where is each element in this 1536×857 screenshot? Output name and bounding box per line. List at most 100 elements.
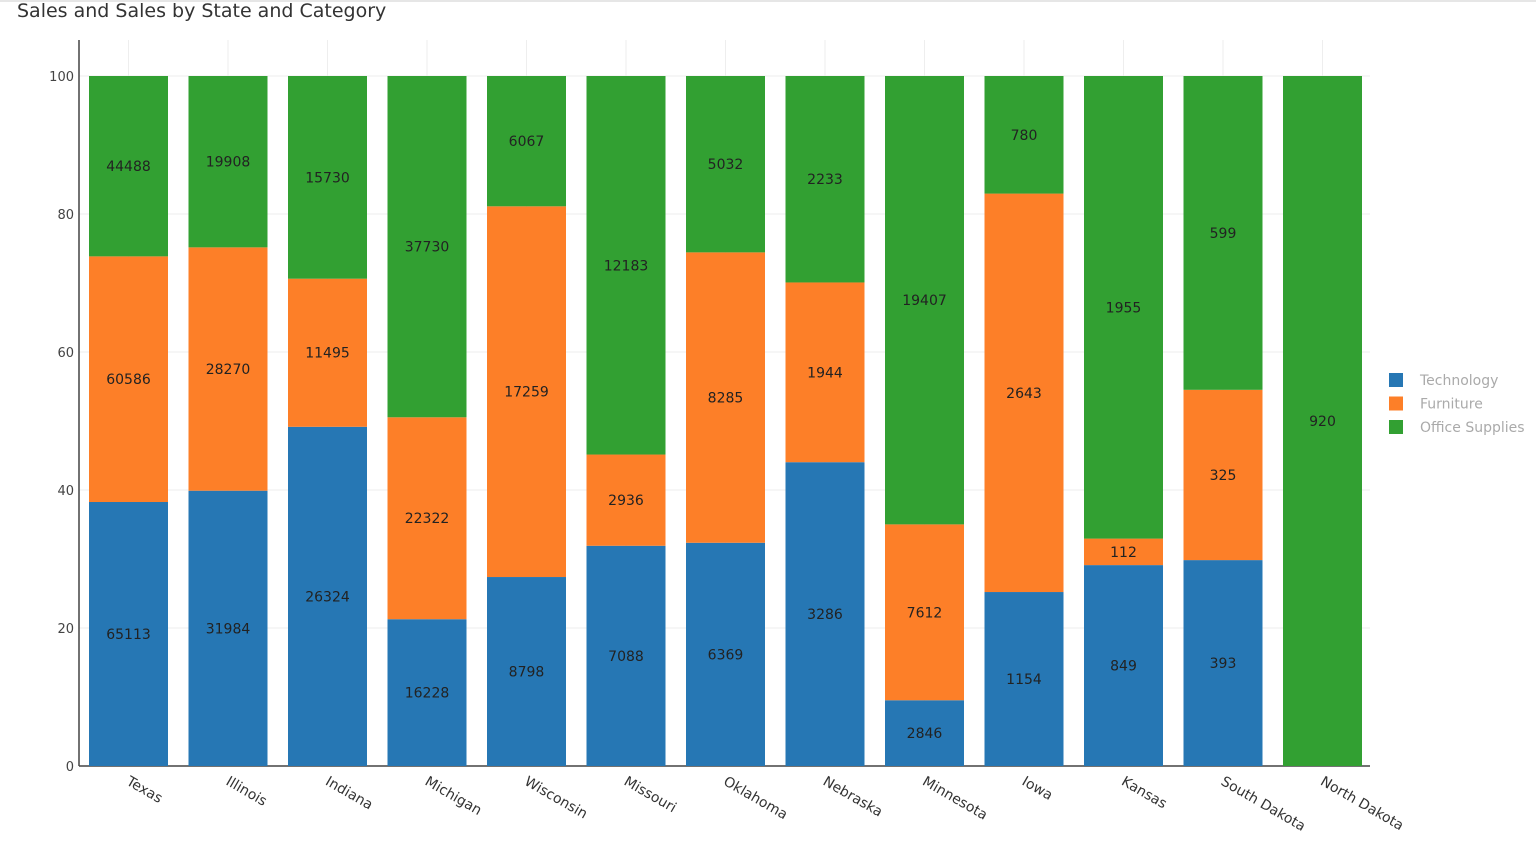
data-label: 112 [1110,545,1137,561]
y-tick-label: 60 [57,346,74,361]
x-tick-label: Minnesota [920,774,991,824]
legend-swatch [1389,396,1403,411]
x-tick-label: Oklahoma [721,774,791,823]
data-label: 15730 [305,170,350,186]
bar-office-supplies [1084,76,1163,539]
data-label: 11495 [305,346,350,362]
x-tick-label: Wisconsin [522,774,591,823]
x-tick-label: South Dakota [1218,774,1308,835]
bar-furniture [586,454,666,546]
bar-technology [984,592,1064,766]
bar-office-supplies [1183,76,1263,390]
data-label: 2643 [1006,386,1042,402]
data-label: 2936 [608,493,644,509]
y-tick-label: 100 [49,70,74,85]
bar-technology [686,542,765,766]
bar-technology [188,490,268,766]
data-label: 12183 [604,258,649,274]
bar-technology [885,700,964,766]
data-label: 1944 [807,365,843,381]
data-label: 849 [1110,659,1137,675]
y-tick-label: 0 [66,760,74,775]
chart-title: Sales and Sales by State and Category [17,0,387,22]
legend-label: Furniture [1420,397,1483,413]
data-label: 26324 [305,589,350,605]
data-label: 780 [1011,128,1038,144]
data-label: 16228 [405,686,450,702]
data-label: 31984 [206,621,251,637]
bar-office-supplies [984,76,1064,194]
data-label: 920 [1309,414,1336,430]
bar-technology [89,502,168,766]
data-label: 2846 [907,726,943,742]
bar-office-supplies [387,76,467,418]
data-label: 17259 [504,385,549,401]
bar-furniture [1183,389,1263,561]
x-tick-label: Kansas [1119,774,1170,813]
data-label: 5032 [708,157,744,173]
data-label: 37730 [405,240,450,256]
data-label: 19908 [206,155,251,171]
bar-furniture [785,282,865,463]
x-tick-label: North Dakota [1318,774,1407,834]
bar-technology [785,462,865,766]
data-label: 2233 [807,172,843,188]
bar-office-supplies [89,76,168,257]
bar-technology [288,426,367,766]
legend-swatch [1389,420,1403,434]
bar-furniture [288,278,367,427]
bar-office-supplies [188,76,268,248]
data-label: 393 [1210,656,1237,672]
bar-office-supplies [785,76,865,283]
bar-technology [1183,560,1263,766]
bar-furniture [984,193,1064,593]
bar-furniture [487,206,566,578]
data-label: 28270 [206,362,251,378]
data-label: 3286 [807,607,843,623]
bar-technology [487,577,566,766]
data-label: 7088 [608,649,644,665]
bar-office-supplies [487,76,566,207]
bar-office-supplies [686,76,765,253]
bar-furniture [89,256,168,503]
data-label: 8285 [708,391,744,407]
x-tick-label: Texas [123,773,165,807]
top-border [0,0,1536,2]
legend-label: Technology [1419,373,1498,389]
bar-furniture [686,252,765,543]
data-label: 44488 [106,159,151,175]
y-tick-label: 80 [57,208,74,223]
bar-furniture [1084,538,1163,566]
bar-office-supplies [1283,76,1362,766]
x-tick-label: Nebraska [820,774,885,821]
data-label: 19407 [902,293,947,309]
data-label: 6369 [708,647,744,663]
data-label: 599 [1210,226,1237,242]
x-tick-label: Michigan [422,774,484,819]
bar-office-supplies [586,76,666,455]
bar-office-supplies [288,76,367,279]
bar-office-supplies [885,76,964,525]
y-tick-label: 20 [57,622,74,637]
data-label: 8798 [509,665,545,681]
data-label: 1955 [1106,300,1142,316]
bar-furniture [885,524,964,701]
x-tick-label: Missouri [621,774,679,817]
bar-technology [1084,565,1163,766]
bar-furniture [188,247,268,491]
bar-technology [387,619,467,766]
x-tick-label: Iowa [1019,774,1055,804]
data-label: 6067 [509,134,545,150]
y-tick-label: 40 [57,484,74,499]
data-label: 325 [1210,468,1237,484]
legend-swatch [1389,373,1403,387]
data-label: 7612 [907,605,943,621]
legend-label: Office Supplies [1420,420,1525,436]
bar-furniture [387,417,467,620]
data-label: 60586 [106,372,151,388]
bar-technology [586,545,666,766]
data-label: 1154 [1006,672,1042,688]
x-tick-label: Illinois [223,774,269,810]
data-label: 22322 [405,511,450,527]
